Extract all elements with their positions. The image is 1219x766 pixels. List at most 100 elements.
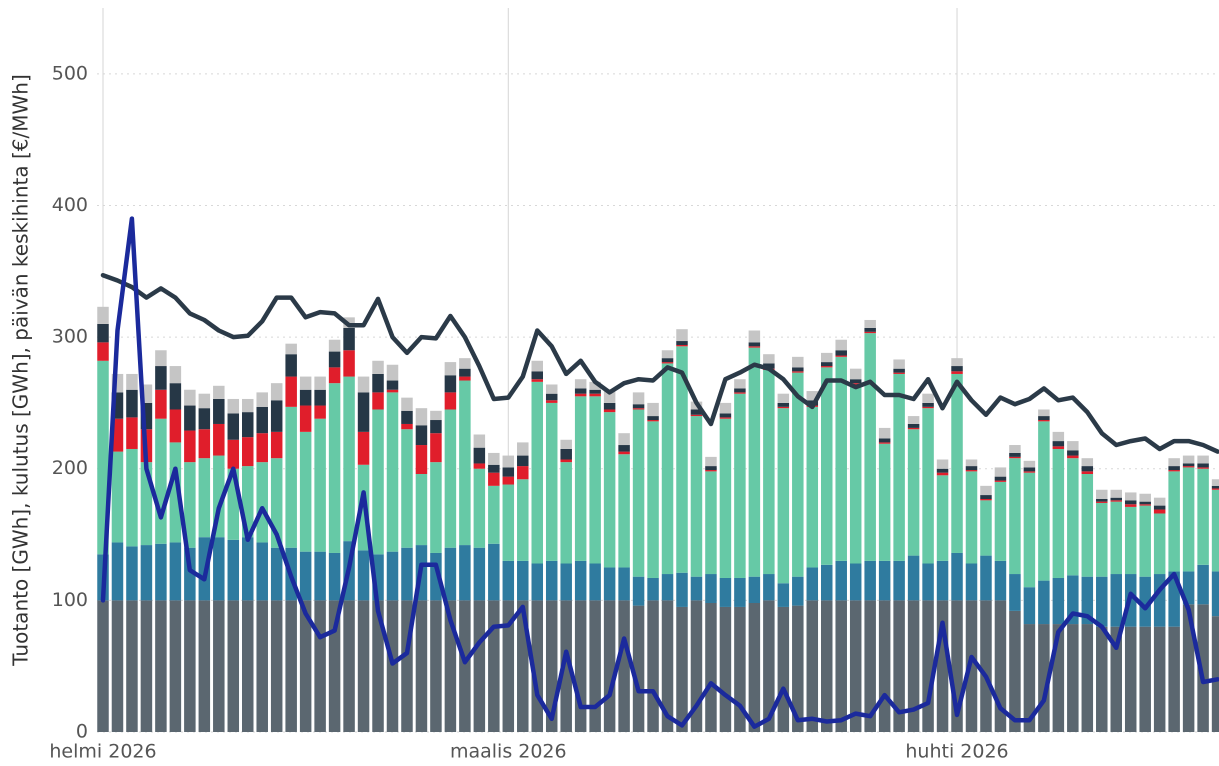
bar-segment [1009, 452, 1021, 457]
x-tick-label: helmi 2026 [49, 741, 156, 763]
bar-segment [1197, 467, 1209, 469]
bar-segment [140, 384, 153, 403]
bar-segment [835, 355, 847, 357]
bar-segment [560, 459, 572, 463]
bar-segment [314, 600, 326, 732]
bar-segment [734, 577, 746, 607]
bar-segment [907, 423, 920, 428]
bar-segment [155, 366, 167, 390]
bar-segment [343, 350, 355, 377]
bar-segment [444, 600, 457, 732]
labels: 0 100 200 300 400 500 helmi 2026 maalis 2026 huh… [49, 62, 1008, 762]
bar-segment [111, 451, 124, 543]
bar-segment [632, 576, 645, 606]
bar-segment [980, 600, 992, 732]
bar-segment [792, 356, 804, 368]
bar-segment [372, 409, 384, 555]
bar-segment [1023, 624, 1036, 732]
bar-segment [415, 600, 428, 732]
bar-segment [936, 475, 949, 561]
bar-segment [907, 429, 920, 556]
bar-segment [748, 330, 761, 343]
bar-segment [922, 600, 934, 732]
bar-segment [1052, 441, 1065, 447]
bar-segment [705, 466, 717, 471]
bar-segment [763, 600, 775, 732]
bar-segment [531, 600, 543, 732]
bar-segment [473, 600, 486, 732]
bar-segment [488, 543, 500, 601]
bar-segment [893, 560, 905, 601]
bar-segment [1081, 473, 1094, 577]
bar-segment [502, 560, 515, 601]
bar-segment [155, 543, 167, 601]
bar-segment [1168, 470, 1180, 472]
bar-segment [545, 393, 558, 401]
bar-segment [719, 402, 732, 414]
bar-segment [835, 600, 847, 732]
bar-segment [589, 381, 601, 390]
y-axis-label: Tuotanto [GWh], kulutus [GWh], päivän ke… [9, 74, 33, 667]
bar-segment [459, 376, 471, 381]
bar-segment [444, 375, 457, 393]
bar-segment [357, 600, 370, 732]
bar-segment [1052, 446, 1065, 449]
bar-segment [632, 392, 645, 405]
x-tick-label: huhti 2026 [905, 741, 1008, 763]
bar-segment [965, 466, 978, 471]
bar-segment [661, 358, 674, 363]
bar-segment [806, 600, 819, 732]
bar-segment [517, 600, 529, 732]
bar-segment [386, 389, 399, 393]
bar-segment [285, 406, 297, 548]
bar-segment [603, 391, 616, 403]
bar-segment [647, 577, 659, 601]
bar-segment [1211, 488, 1219, 490]
bar-segment [126, 546, 138, 601]
bar-segment [835, 350, 847, 356]
bar-segment [1096, 626, 1108, 732]
bar-segment [328, 367, 341, 384]
bar-segment [430, 410, 442, 421]
bar-segment [719, 417, 732, 419]
bar-segment [213, 600, 225, 732]
bar-segment [184, 462, 196, 548]
bar-segment [97, 323, 109, 343]
bar-segment [647, 416, 659, 421]
bar-segment [690, 409, 703, 415]
bar-segment [1168, 571, 1180, 627]
bar-segment [647, 421, 659, 578]
bar-segment [603, 402, 616, 410]
bar-segment [1023, 471, 1036, 473]
bar-segment [1110, 497, 1122, 501]
bar-segment [1009, 445, 1021, 453]
bar-segment [734, 393, 746, 578]
bar-segment [386, 392, 399, 552]
bar-segment [328, 552, 341, 601]
bar-segment [878, 560, 891, 601]
bar-segment [1038, 409, 1050, 417]
bar-segment [502, 455, 515, 468]
bar-segment [792, 371, 804, 373]
bar-segment [531, 563, 543, 601]
bar-segment [806, 406, 819, 568]
bar-segment [97, 342, 109, 361]
bar-segment [459, 380, 471, 546]
bar-segment [1067, 441, 1079, 451]
bar-segment [676, 606, 688, 732]
bar-segment [864, 560, 876, 601]
bar-segment [285, 376, 297, 407]
bar-segment [1182, 455, 1195, 464]
bar-segment [1081, 458, 1094, 467]
bar-segment [111, 418, 124, 452]
bar-segment [169, 542, 182, 601]
bar-segment [256, 392, 268, 407]
bar-segment [155, 350, 167, 367]
bar-segment [994, 476, 1007, 481]
bar-segment [372, 360, 384, 374]
bar-segment [676, 346, 688, 573]
bar-segment [661, 574, 674, 601]
bar-segment [1052, 448, 1065, 578]
bar-segment [1153, 626, 1166, 732]
